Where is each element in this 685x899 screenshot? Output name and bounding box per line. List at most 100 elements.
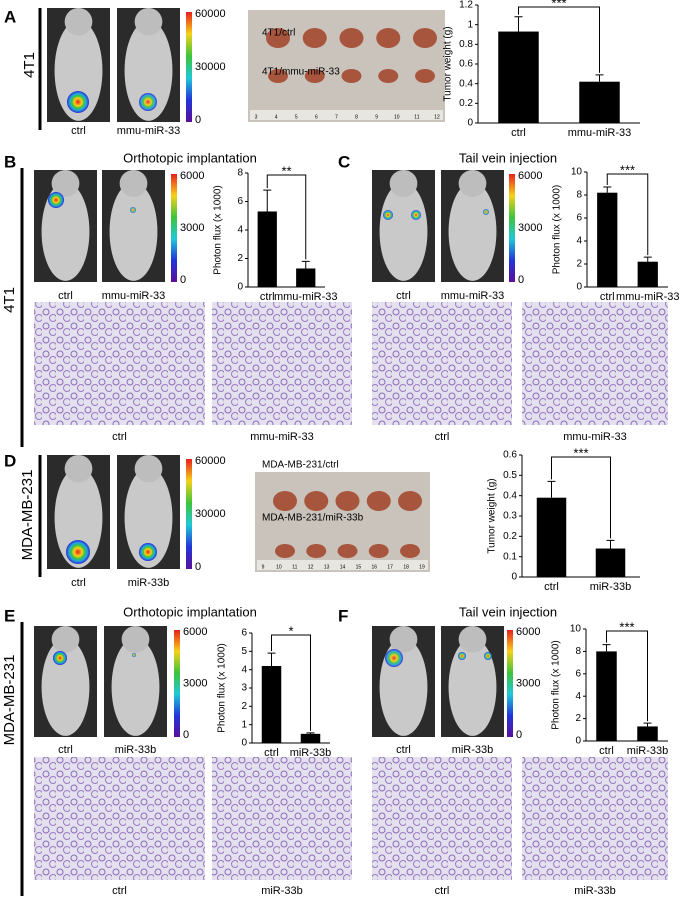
- bar: [596, 651, 617, 741]
- y-tick-label: 0.6: [459, 59, 473, 70]
- histology-caption: ctrl: [112, 431, 127, 443]
- mouse-head: [134, 8, 163, 36]
- y-tick-label: 8: [576, 190, 582, 201]
- x-tick-label: ctrl: [600, 291, 615, 303]
- y-tick-label: 4: [576, 236, 582, 247]
- mouse-caption: miR-33b: [115, 744, 157, 756]
- ruler-number: 9: [375, 114, 378, 120]
- x-tick-label: ctrl: [511, 127, 526, 139]
- error-bar: [263, 189, 272, 212]
- bar: [300, 733, 321, 743]
- error-bar: [643, 722, 652, 727]
- mouse-caption: ctrl: [71, 125, 86, 137]
- x-tick-label: miR-33b: [290, 747, 332, 759]
- error-bar: [643, 256, 652, 262]
- x-tick-label: miR-33b: [590, 581, 632, 593]
- x-tick-label: ctrl: [544, 581, 559, 593]
- mouse-body: [111, 638, 160, 736]
- signal: [483, 209, 489, 215]
- colorbar-tick-label: 0: [518, 274, 524, 286]
- histology-image: [372, 757, 512, 880]
- error-bar: [547, 480, 556, 498]
- mouse-head: [51, 170, 80, 197]
- mouse-head: [119, 170, 148, 197]
- bar: [257, 211, 277, 287]
- ruler-number: 11: [414, 114, 419, 120]
- histology-image: [522, 302, 668, 425]
- tumor: [335, 491, 360, 511]
- ruler-number: 18: [403, 564, 409, 570]
- mouse-head: [389, 170, 418, 197]
- y-tick-label: 1.2: [459, 0, 473, 11]
- y-tick-label: 0.2: [503, 531, 517, 542]
- ruler-number: 4: [275, 114, 278, 120]
- mouse-caption: ctrl: [71, 577, 86, 589]
- y-tick-label: 2: [575, 713, 581, 724]
- y-tick-label: 0.1: [503, 551, 517, 562]
- significance: ***: [619, 619, 634, 634]
- signal: [130, 207, 136, 213]
- signal: [53, 651, 67, 665]
- tumor: [398, 491, 422, 511]
- error-bar: [306, 732, 315, 734]
- photo-label: MDA-MB-231/miR-33b: [262, 513, 364, 524]
- x-tick-label: mmu-miR-33: [616, 291, 680, 303]
- histology-image: [372, 302, 512, 425]
- y-tick-label: 0: [237, 282, 243, 293]
- mouse-body: [448, 182, 497, 281]
- mouse-head: [458, 626, 487, 653]
- histology-image: [212, 302, 352, 425]
- ruler: [250, 110, 443, 120]
- tumor: [266, 28, 290, 48]
- colorbar-tick-label: 30000: [195, 508, 226, 520]
- y-axis-label: Photon flux (x 1000): [217, 643, 228, 733]
- mouse-body: [41, 638, 90, 736]
- y-tick-label: 6: [576, 213, 582, 224]
- cell-line: MDA-MB-231: [1, 655, 18, 746]
- colorbar-tick-label: 0: [516, 729, 522, 741]
- x-tick-label: ctrl: [599, 745, 614, 757]
- y-tick-label: 0.2: [459, 98, 473, 109]
- tumor: [366, 491, 391, 511]
- y-tick-label: 0: [241, 738, 247, 749]
- panel-label: A: [4, 7, 16, 26]
- bar: [597, 192, 618, 287]
- ruler-number: 7: [335, 114, 338, 120]
- significance: ***: [620, 162, 635, 177]
- tumor: [268, 69, 288, 83]
- y-tick-label: 0: [511, 572, 517, 583]
- significance: ***: [551, 0, 566, 10]
- significance-bracket: [606, 630, 648, 722]
- y-tick-label: 2: [237, 253, 243, 264]
- photo-label: MDA-MB-231/ctrl: [262, 460, 339, 471]
- y-tick-label: 0.4: [503, 490, 517, 501]
- tumor: [304, 69, 325, 83]
- error-bar: [595, 74, 604, 82]
- mouse-head: [51, 626, 80, 653]
- significance-bracket: [518, 6, 600, 73]
- tumor: [341, 69, 362, 83]
- tumor: [378, 69, 399, 83]
- y-tick-label: 8: [575, 646, 581, 657]
- y-tick-label: 8: [237, 168, 243, 179]
- bar: [595, 548, 626, 577]
- colorbar-tick-label: 6000: [180, 170, 204, 182]
- signal: [458, 652, 466, 660]
- tumor: [413, 28, 437, 48]
- colorbar: [509, 174, 515, 282]
- x-tick-label: mmu-miR-33: [568, 127, 632, 139]
- colorbar: [171, 174, 177, 282]
- ruler-number: 15: [356, 564, 362, 570]
- colorbar-tick-label: 0: [195, 114, 201, 126]
- bar: [261, 666, 282, 743]
- mouse-body: [54, 20, 103, 121]
- ruler-number: 11: [292, 564, 297, 570]
- ruler-number: 10: [394, 114, 400, 120]
- y-tick-label: 1: [241, 719, 247, 730]
- ruler-number: 5: [295, 114, 298, 120]
- tumor: [368, 544, 389, 558]
- colorbar-tick-label: 6000: [516, 626, 540, 638]
- ruler-number: 3: [255, 114, 258, 120]
- mouse-body: [379, 182, 428, 281]
- tumor: [415, 69, 435, 83]
